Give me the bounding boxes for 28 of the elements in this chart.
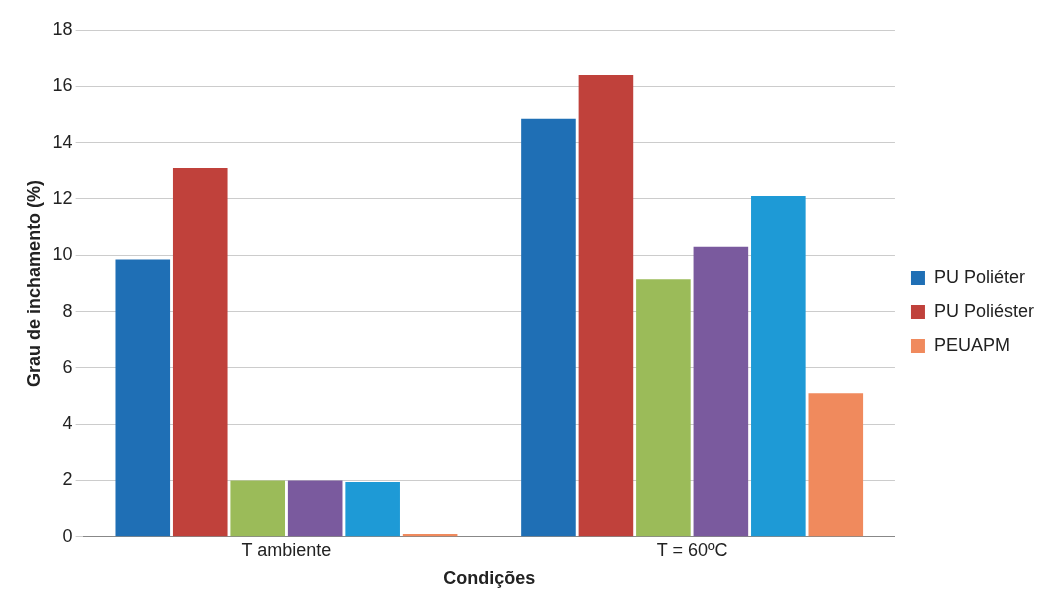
y-tick-label: 14 [52, 131, 73, 152]
bar [230, 480, 286, 537]
bar [115, 259, 171, 537]
y-tick-label: 12 [52, 187, 73, 208]
bar [808, 393, 864, 537]
bar [172, 167, 228, 537]
bar [636, 279, 691, 537]
bar [287, 480, 343, 537]
y-tick-label: 6 [62, 356, 73, 377]
x-tick-label: T = 60ºC [656, 539, 728, 560]
y-tick-label: 16 [52, 75, 73, 96]
x-axis-title: Condições [443, 568, 536, 589]
y-tick-label: 18 [52, 18, 73, 39]
bar [751, 196, 806, 537]
legend-label: PEUAPM [933, 334, 1010, 355]
y-tick-label: 0 [62, 525, 73, 546]
bar [521, 118, 576, 537]
bar [578, 75, 634, 537]
y-axis-title: Grau de inchamento (%) [23, 179, 44, 387]
y-tick-label: 8 [62, 300, 73, 321]
y-tick-label: 2 [62, 469, 73, 490]
y-tick-label: 10 [52, 244, 73, 265]
bar [345, 481, 400, 537]
legend-label: PU Poliéster [933, 300, 1035, 321]
y-tick-label: 4 [62, 413, 73, 434]
x-tick-label: T ambiente [241, 539, 332, 560]
bar [693, 246, 749, 537]
legend-label: PU Poliéter [933, 266, 1026, 287]
